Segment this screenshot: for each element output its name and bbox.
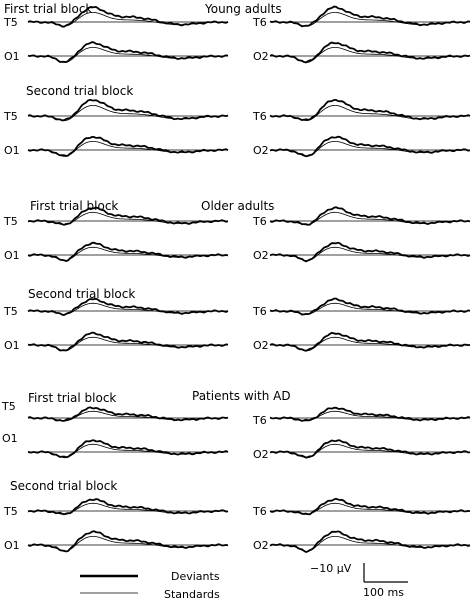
channel-label-t5: T5 xyxy=(1,400,16,413)
channel-label-o2: O2 xyxy=(253,50,269,63)
group-title: Patients with AD xyxy=(192,389,291,403)
deviants-trace xyxy=(269,206,471,226)
deviants-trace xyxy=(27,41,229,64)
channel-label-o2: O2 xyxy=(253,144,269,157)
deviants-trace xyxy=(269,439,470,459)
deviants-trace xyxy=(269,41,471,64)
channel-label-o2: O2 xyxy=(253,448,269,461)
channel-label-o1: O1 xyxy=(4,339,20,352)
deviants-trace xyxy=(27,241,229,262)
deviants-trace xyxy=(269,241,471,263)
block-label: First trial block xyxy=(28,391,116,405)
channel-label-t5: T5 xyxy=(3,505,18,518)
channel-label-t6: T6 xyxy=(252,305,267,318)
deviants-trace xyxy=(27,135,229,157)
deviants-trace xyxy=(269,98,471,122)
deviants-trace xyxy=(27,530,229,553)
block-label: Second trial block xyxy=(10,479,117,493)
channel-label-o2: O2 xyxy=(253,539,269,552)
scale-amplitude-label: −10 μV xyxy=(310,562,352,575)
deviants-trace xyxy=(269,406,471,422)
channel-label-t5: T5 xyxy=(3,110,18,123)
deviants-trace xyxy=(27,498,229,516)
deviants-trace xyxy=(269,530,471,553)
channel-label-o1: O1 xyxy=(4,249,20,262)
channel-label-o1: O1 xyxy=(2,432,18,445)
deviants-trace xyxy=(27,331,229,352)
group-title: Older adults xyxy=(201,199,274,213)
deviants-trace xyxy=(27,297,229,316)
deviants-trace xyxy=(269,297,471,316)
deviants-trace xyxy=(27,439,229,459)
legend-deviants-label: Deviants xyxy=(171,570,220,583)
channel-label-o2: O2 xyxy=(253,339,269,352)
block-label: Second trial block xyxy=(26,84,133,98)
deviants-trace xyxy=(27,5,229,28)
channel-label-t6: T6 xyxy=(252,215,267,228)
deviants-trace xyxy=(269,331,471,352)
channel-label-t5: T5 xyxy=(3,16,18,29)
channel-label-o1: O1 xyxy=(4,144,20,157)
channel-label-t6: T6 xyxy=(252,505,267,518)
group-title: Young adults xyxy=(204,2,282,16)
channel-label-t6: T6 xyxy=(252,16,267,29)
deviants-trace xyxy=(269,497,471,516)
channel-label-o1: O1 xyxy=(4,539,20,552)
legend-standards-label: Standards xyxy=(164,588,220,601)
deviants-trace xyxy=(27,98,229,122)
channel-label-t5: T5 xyxy=(3,305,18,318)
scale-time-label: 100 ms xyxy=(363,586,404,599)
deviants-trace xyxy=(269,5,471,28)
block-label: First trial block xyxy=(4,2,92,16)
channel-label-t5: T5 xyxy=(3,215,18,228)
channel-label-o1: O1 xyxy=(4,50,20,63)
channel-label-t6: T6 xyxy=(252,414,267,427)
deviants-trace xyxy=(269,135,471,158)
deviants-trace xyxy=(27,206,229,226)
block-label: Second trial block xyxy=(28,287,135,301)
block-label: First trial block xyxy=(30,199,118,213)
deviants-trace xyxy=(27,406,229,422)
channel-label-o2: O2 xyxy=(253,249,269,262)
channel-label-t6: T6 xyxy=(252,110,267,123)
